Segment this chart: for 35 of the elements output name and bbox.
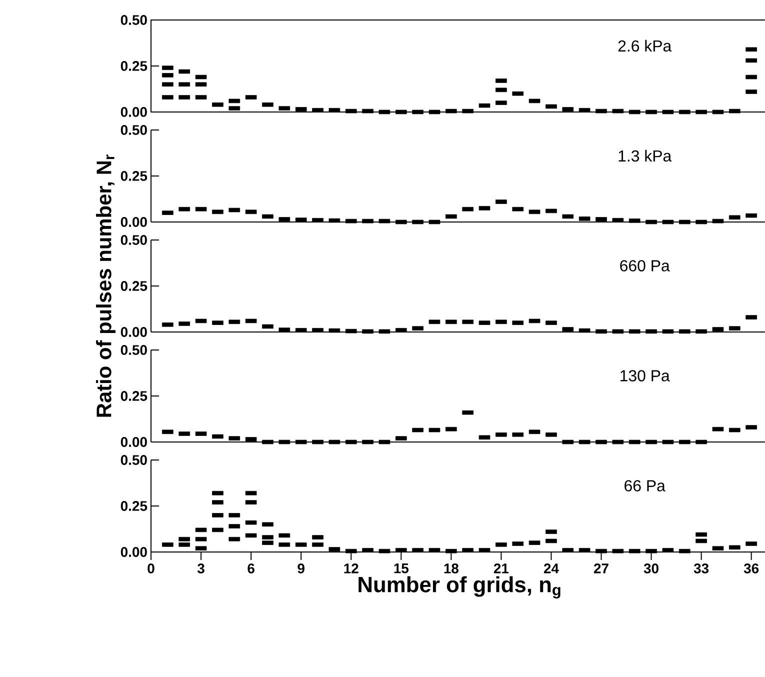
y-tick-label: 0.25 [120, 501, 148, 511]
y-tick-label: 0.25 [120, 171, 148, 181]
y-tick-label: 0.00 [120, 217, 147, 227]
x-tick-label: 3 [197, 564, 204, 574]
y-tick-label: 0.00 [120, 547, 147, 557]
annotation: 66 Pa [624, 480, 666, 492]
y-tick-label: 0.50 [120, 235, 147, 245]
y-tick-label: 0.50 [120, 125, 147, 135]
y-tick-label: 0.25 [120, 61, 148, 71]
x-tick-label: 27 [594, 564, 608, 574]
x-tick-label: 0 [148, 564, 154, 574]
annotation: 2.6 kPa [618, 40, 672, 52]
x-tick-label: 6 [248, 564, 254, 574]
x-axis-title: Number of grids, n$_{g}$ [358, 576, 560, 598]
x-tick-label: 12 [344, 564, 358, 574]
y-axis-title: Ratio of pulses number, N$_{r}$ [96, 154, 116, 417]
x-tick-label: 21 [494, 564, 509, 574]
y-tick-label: 0.25 [120, 281, 148, 291]
y-tick-label: 0.50 [120, 15, 147, 25]
x-tick-label: 15 [394, 564, 409, 574]
annotation: 1.3 kPa [618, 150, 672, 162]
x-tick-label: 24 [544, 564, 559, 574]
y-tick-label: 0.00 [120, 437, 147, 447]
y-tick-label: 0.50 [120, 455, 147, 465]
x-tick-label: 9 [298, 564, 304, 574]
x-tick-label: 36 [744, 564, 759, 574]
y-tick-label: 0.00 [120, 327, 147, 337]
y-tick-label: 0.25 [120, 391, 148, 401]
annotation: 660 Pa [620, 260, 670, 272]
y-tick-label: 0.50 [120, 345, 147, 355]
x-tick-label: 30 [644, 564, 658, 574]
annotation: 130 Pa [620, 370, 670, 382]
x-tick-label: 33 [694, 564, 709, 574]
y-tick-label: 0.00 [120, 107, 147, 117]
x-tick-label: 18 [444, 564, 458, 574]
